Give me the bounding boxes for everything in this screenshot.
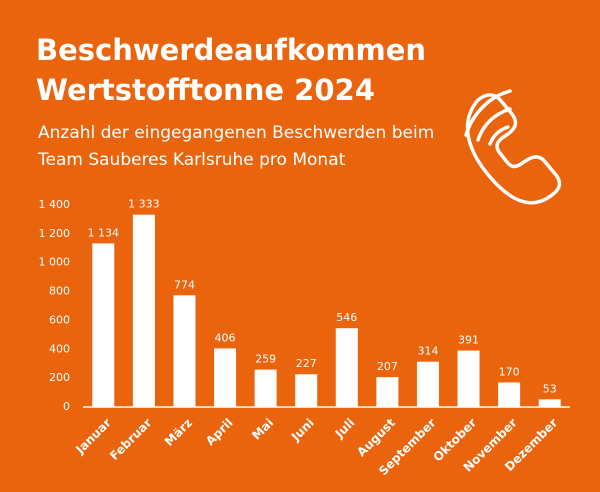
bar bbox=[416, 361, 439, 407]
bar bbox=[295, 374, 318, 407]
bar bbox=[538, 399, 561, 407]
bar bbox=[92, 243, 115, 407]
bar bbox=[335, 328, 358, 407]
bar bbox=[173, 295, 196, 407]
value-label: 546 bbox=[336, 311, 357, 324]
value-label: 227 bbox=[296, 357, 317, 370]
value-label: 391 bbox=[458, 334, 479, 347]
value-label: 207 bbox=[377, 360, 398, 373]
y-tick-label: 1 400 bbox=[39, 198, 71, 211]
value-label: 259 bbox=[255, 353, 276, 366]
y-tick-label: 400 bbox=[49, 342, 70, 355]
value-label: 170 bbox=[499, 365, 520, 378]
y-tick-label: 1 200 bbox=[39, 227, 71, 240]
bar bbox=[214, 348, 237, 407]
chart-title: Beschwerdeaufkommen bbox=[36, 33, 426, 67]
bar bbox=[254, 369, 277, 407]
value-label: 53 bbox=[543, 382, 557, 395]
bar bbox=[132, 214, 155, 407]
chart-subtitle: Team Sauberes Karlsruhe pro Monat bbox=[37, 150, 346, 170]
chart-subtitle: Anzahl der eingegangenen Beschwerden bei… bbox=[38, 123, 434, 143]
value-label: 1 134 bbox=[88, 226, 120, 239]
bar bbox=[457, 350, 480, 407]
y-tick-label: 600 bbox=[49, 313, 70, 326]
bar bbox=[376, 377, 399, 407]
value-label: 1 333 bbox=[128, 198, 160, 211]
y-tick-label: 200 bbox=[49, 371, 70, 384]
value-label: 774 bbox=[174, 278, 195, 291]
chart-title: Wertstofftonne 2024 bbox=[36, 73, 375, 107]
y-tick-label: 0 bbox=[63, 400, 70, 413]
value-label: 406 bbox=[215, 331, 236, 344]
value-label: 314 bbox=[417, 345, 438, 358]
y-tick-label: 1 000 bbox=[39, 256, 71, 269]
phone-icon bbox=[464, 89, 562, 205]
y-tick-label: 800 bbox=[49, 285, 70, 298]
bar bbox=[498, 382, 521, 407]
